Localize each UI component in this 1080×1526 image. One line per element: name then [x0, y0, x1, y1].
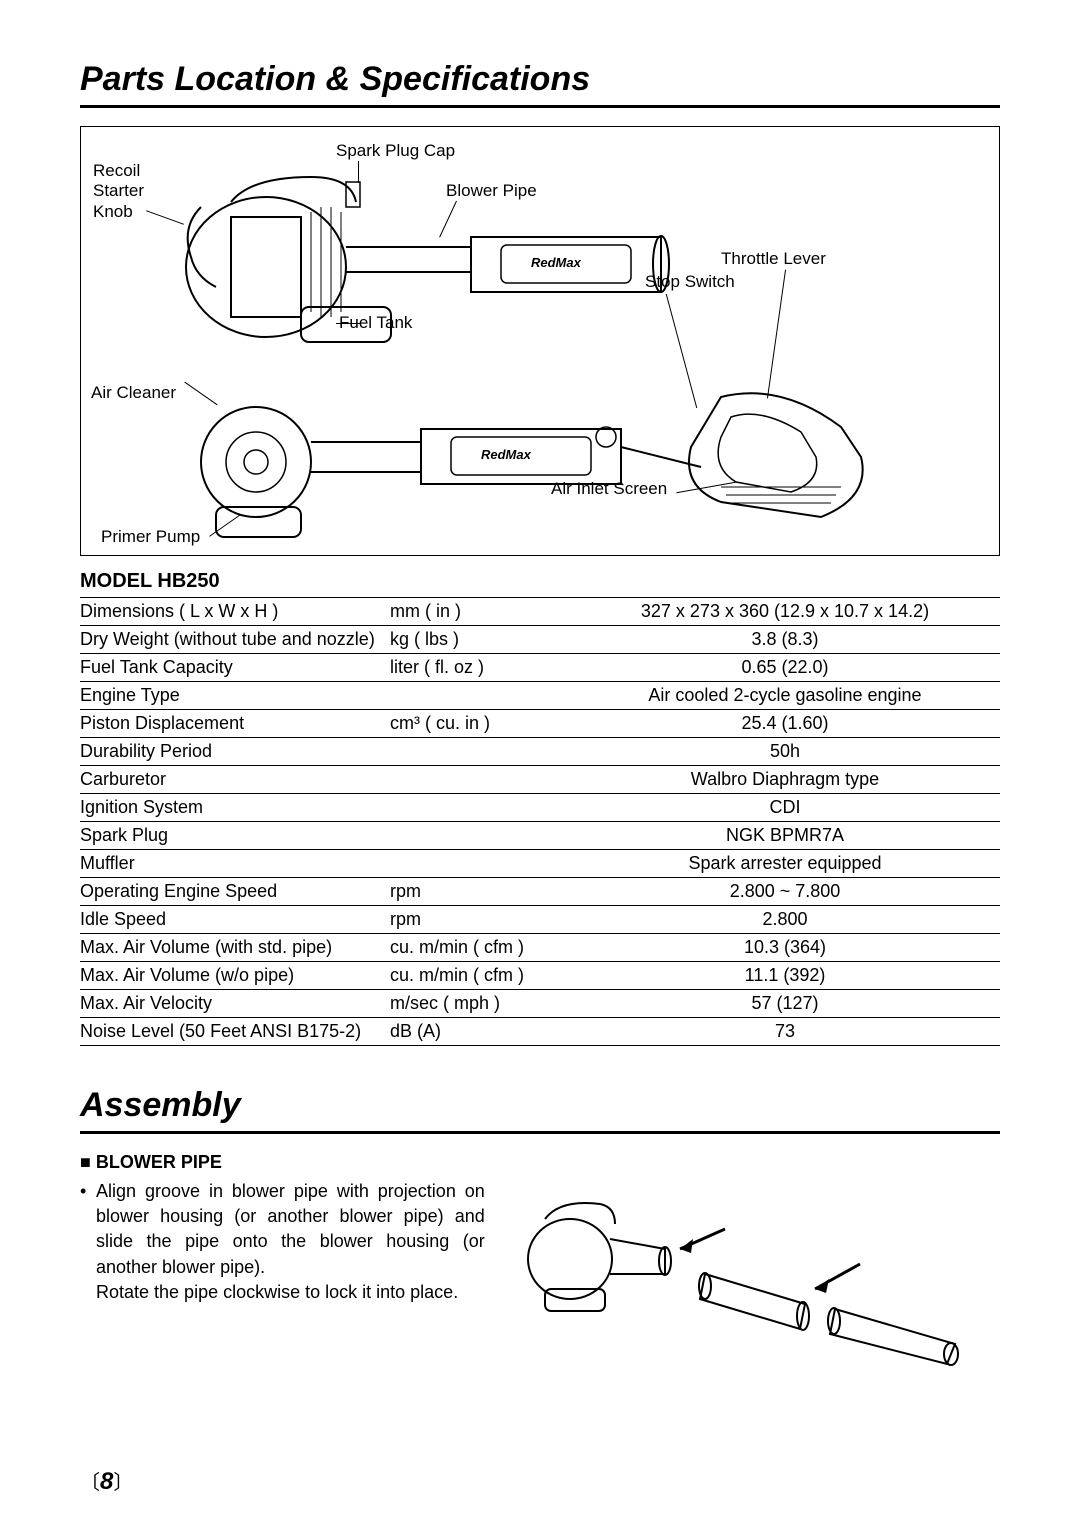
assembly-body: Align groove in blower pipe with project… [80, 1179, 1000, 1369]
table-row: Operating Engine Speedrpm2.800 ~ 7.800 [80, 877, 1000, 905]
assembly-svg [515, 1179, 975, 1369]
table-row: Ignition System CDI [80, 793, 1000, 821]
spec-label: Ignition System [80, 797, 390, 818]
spec-label: Spark Plug [80, 825, 390, 846]
spec-value: 25.4 (1.60) [570, 713, 1000, 734]
bracket-close: 〕 [113, 1472, 133, 1494]
spec-label: Max. Air Volume (w/o pipe) [80, 965, 390, 986]
assembly-para2: Rotate the pipe clockwise to lock it int… [96, 1282, 458, 1302]
spec-label: Engine Type [80, 685, 390, 706]
spec-label: Max. Air Velocity [80, 993, 390, 1014]
spec-unit: kg ( lbs ) [390, 629, 570, 650]
spec-unit: liter ( fl. oz ) [390, 657, 570, 678]
table-row: Dimensions ( L x W x H )mm ( in )327 x 2… [80, 597, 1000, 625]
leader-fuel [336, 323, 360, 324]
label-blower-pipe: Blower Pipe [446, 181, 537, 201]
spec-value: 50h [570, 741, 1000, 762]
spec-value: 3.8 (8.3) [570, 629, 1000, 650]
spec-unit: rpm [390, 881, 570, 902]
table-row: Max. Air Volume (with std. pipe)cu. m/mi… [80, 933, 1000, 961]
leader-throttle [767, 270, 786, 399]
spec-unit: m/sec ( mph ) [390, 993, 570, 1014]
spec-label: Durability Period [80, 741, 390, 762]
label-throttle: Throttle Lever [721, 249, 826, 269]
spec-label: Piston Displacement [80, 713, 390, 734]
table-row: Carburetor Walbro Diaphragm type [80, 765, 1000, 793]
label-recoil: Recoil Starter Knob [93, 161, 144, 222]
spec-value: Walbro Diaphragm type [570, 769, 1000, 790]
spec-label: Muffler [80, 853, 390, 874]
spec-value: 327 x 273 x 360 (12.9 x 10.7 x 14.2) [570, 601, 1000, 622]
spec-value: CDI [570, 797, 1000, 818]
spec-value: 11.1 (392) [570, 965, 1000, 986]
spec-label: Idle Speed [80, 909, 390, 930]
assembly-figure [515, 1179, 1000, 1369]
spec-value: 0.65 (22.0) [570, 657, 1000, 678]
spec-label: Fuel Tank Capacity [80, 657, 390, 678]
parts-heading: Parts Location & Specifications [80, 60, 1000, 108]
spec-unit: dB (A) [390, 1021, 570, 1042]
assembly-heading: Assembly [80, 1086, 1000, 1134]
spec-value: 57 (127) [570, 993, 1000, 1014]
assembly-text: Align groove in blower pipe with project… [80, 1179, 485, 1369]
leader-spark [358, 161, 359, 183]
brand-label-1: RedMax [531, 255, 581, 271]
table-row: Max. Air Velocitym/sec ( mph )57 (127) [80, 989, 1000, 1017]
spec-label: Noise Level (50 Feet ANSI B175-2) [80, 1021, 390, 1042]
table-row: Dry Weight (without tube and nozzle)kg (… [80, 625, 1000, 653]
spec-value: NGK BPMR7A [570, 825, 1000, 846]
table-row: Engine Type Air cooled 2-cycle gasoline e… [80, 681, 1000, 709]
table-row: Fuel Tank Capacityliter ( fl. oz )0.65 (… [80, 653, 1000, 681]
spec-value: Spark arrester equipped [570, 853, 1000, 874]
spec-value: 2.800 [570, 909, 1000, 930]
spec-label: Dry Weight (without tube and nozzle) [80, 629, 390, 650]
table-row: Max. Air Volume (w/o pipe)cu. m/min ( cf… [80, 961, 1000, 989]
label-stop-switch: Stop Switch [645, 272, 735, 292]
parts-diagram: RedMax RedMax Spark Plug Cap Recoil Star… [80, 126, 1000, 556]
label-primer-pump: Primer Pump [101, 527, 200, 547]
table-row: Spark Plug NGK BPMR7A [80, 821, 1000, 849]
table-row: Noise Level (50 Feet ANSI B175-2)dB (A)7… [80, 1017, 1000, 1045]
table-row: Muffler Spark arrester equipped [80, 849, 1000, 877]
spec-unit: cm³ ( cu. in ) [390, 713, 570, 734]
page-number: 〔8〕 [80, 1466, 133, 1496]
spec-label: Max. Air Volume (with std. pipe) [80, 937, 390, 958]
table-row: Idle Speedrpm2.800 [80, 905, 1000, 933]
label-air-inlet: Air Inlet Screen [551, 479, 667, 499]
spec-value: 73 [570, 1021, 1000, 1042]
blower-bottom-svg [161, 387, 911, 547]
list-item: Align groove in blower pipe with project… [96, 1179, 485, 1305]
label-spark-plug-cap: Spark Plug Cap [336, 141, 455, 161]
assembly-para1: Align groove in blower pipe with project… [96, 1181, 485, 1277]
spec-unit: cu. m/min ( cfm ) [390, 937, 570, 958]
label-air-cleaner: Air Cleaner [91, 383, 176, 403]
spec-value: Air cooled 2-cycle gasoline engine [570, 685, 1000, 706]
table-row: Piston Displacementcm³ ( cu. in )25.4 (1… [80, 709, 1000, 737]
table-row: Durability Period 50h [80, 737, 1000, 765]
blower-pipe-subhead: ■ BLOWER PIPE [80, 1152, 1000, 1173]
page-num-value: 8 [100, 1468, 113, 1495]
brand-label-2: RedMax [481, 447, 531, 463]
model-title: MODEL HB250 [80, 570, 1000, 593]
spec-unit: cu. m/min ( cfm ) [390, 965, 570, 986]
spec-value: 10.3 (364) [570, 937, 1000, 958]
spec-label: Operating Engine Speed [80, 881, 390, 902]
blower-top-svg [171, 157, 671, 357]
spec-unit: mm ( in ) [390, 601, 570, 622]
spec-label: Dimensions ( L x W x H ) [80, 601, 390, 622]
spec-value: 2.800 ~ 7.800 [570, 881, 1000, 902]
spec-table: Dimensions ( L x W x H )mm ( in )327 x 2… [80, 597, 1000, 1046]
spec-label: Carburetor [80, 769, 390, 790]
bracket-open: 〔 [80, 1472, 100, 1494]
spec-unit: rpm [390, 909, 570, 930]
